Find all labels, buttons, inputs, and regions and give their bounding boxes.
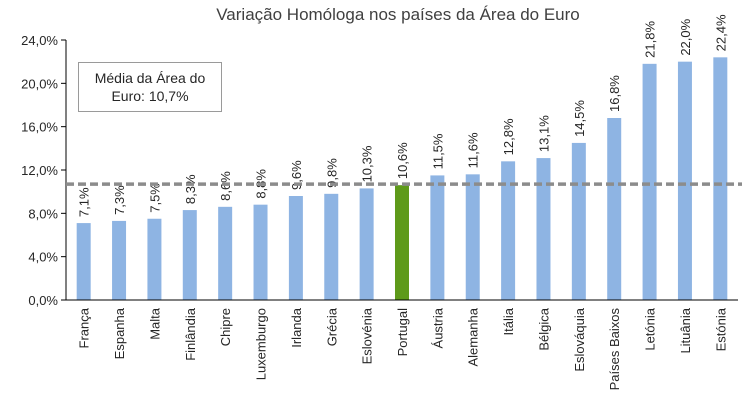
data-labels: 7,1%7,3%7,5%8,3%8,6%8,8%9,6%9,8%10,3%10,… [77, 14, 729, 217]
category-label: Grécia [324, 307, 339, 346]
bar [571, 142, 586, 300]
category-label: Finlândia [183, 307, 198, 361]
y-axis: 0,0% 4,0% 8,0% 12,0% 16,0% 20,0% 24,0% [21, 33, 67, 308]
y-tick-label: 16,0% [21, 120, 58, 135]
y-tick-label: 12,0% [21, 163, 58, 178]
data-label: 13,1% [536, 115, 551, 152]
y-tick-label: 8,0% [28, 206, 58, 221]
data-label: 22,0% [678, 18, 693, 55]
category-label: Itália [501, 307, 516, 335]
bar [677, 61, 692, 300]
category-label: Irlanda [289, 307, 304, 348]
category-label: Estónia [713, 307, 728, 351]
data-label: 9,8% [324, 158, 339, 188]
category-label: Lituânia [678, 307, 693, 353]
chart-title: Variação Homóloga nos países da Área do … [216, 5, 580, 24]
data-label: 21,8% [643, 21, 658, 58]
category-label: Eslováquia [572, 307, 587, 371]
data-label: 7,3% [112, 185, 127, 215]
data-label: 11,5% [430, 133, 445, 169]
x-axis: França Espanha Malta Finlândia Chipre Luxembu… [66, 299, 738, 391]
data-label: 14,5% [572, 100, 587, 137]
bar [430, 175, 445, 300]
data-label: 12,8% [501, 118, 516, 155]
data-label: 7,5% [147, 183, 162, 213]
bar [288, 196, 303, 300]
average-annotation: Média da Área do Euro: 10,7% [78, 62, 222, 112]
category-label: Luxemburgo [254, 308, 269, 380]
bar [324, 193, 339, 300]
category-label: Espanha [112, 307, 127, 359]
bar [536, 158, 551, 300]
y-tick-label: 24,0% [21, 33, 58, 48]
category-label: Áustria [430, 307, 445, 348]
category-label: Bélgica [536, 307, 551, 350]
bar [642, 63, 657, 301]
category-label: Letónia [643, 307, 658, 350]
bar [147, 218, 162, 300]
data-label: 8,3% [183, 174, 198, 204]
bar [182, 210, 197, 300]
data-label: 11,6% [466, 132, 481, 168]
bar [395, 185, 409, 300]
y-tick-label: 4,0% [28, 250, 58, 265]
data-label: 10,3% [360, 145, 375, 182]
category-label: Alemanha [466, 307, 481, 366]
bar [218, 206, 233, 300]
category-label: Malta [147, 307, 162, 340]
category-label: Países Baixos [607, 308, 622, 391]
bar [501, 161, 516, 300]
bar [253, 204, 268, 300]
data-label: 16,8% [607, 75, 622, 112]
category-label: Eslovénia [360, 307, 375, 364]
category-label: Portugal [395, 308, 410, 357]
category-label: Chipre [218, 308, 233, 346]
bar [465, 174, 480, 300]
bars [76, 57, 728, 301]
data-label: 10,6% [395, 142, 410, 179]
bar [359, 188, 374, 300]
data-label: 7,1% [77, 187, 92, 217]
y-tick-label: 20,0% [21, 76, 58, 91]
category-label: França [77, 307, 92, 348]
bar [713, 57, 728, 301]
y-tick-label: 0,0% [28, 293, 58, 308]
data-label: 22,4% [713, 14, 728, 51]
bar [607, 118, 622, 300]
bar [76, 223, 91, 300]
bar [112, 220, 127, 300]
